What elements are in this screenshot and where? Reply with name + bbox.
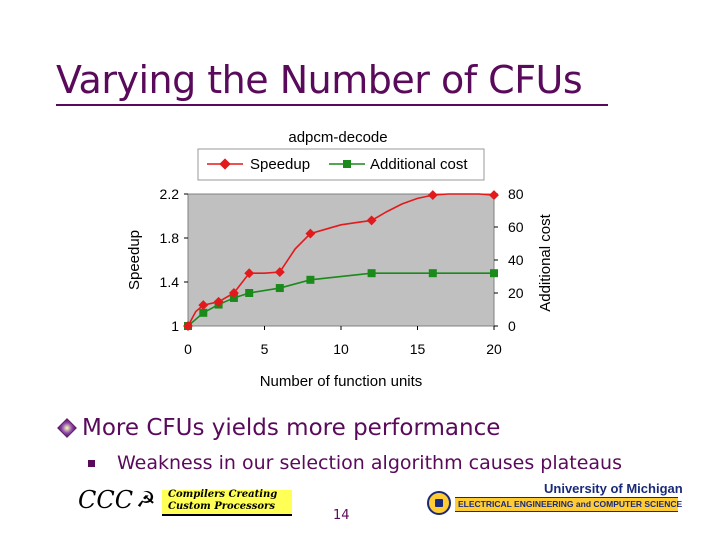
- cost-point: [199, 308, 208, 317]
- y2-tick-label: 40: [508, 252, 524, 268]
- bullet-more-cfus: More CFUs yields more performance: [57, 415, 501, 441]
- y2-tick-label: 20: [508, 285, 524, 301]
- hammer-sickle-icon: ☭: [136, 488, 156, 513]
- legend-label-cost: Additional cost: [370, 156, 468, 173]
- speedup-point: [213, 296, 224, 307]
- cost-point: [367, 269, 376, 278]
- plot-area: [187, 193, 495, 327]
- cccp-banner: [162, 490, 292, 516]
- y2-tick-label: 0: [508, 318, 516, 334]
- diamond-bullet-icon: [57, 418, 77, 438]
- legend-marker-cost: [343, 160, 351, 168]
- x-axis-label: Number of function units: [260, 373, 423, 390]
- speedup-point: [274, 267, 285, 278]
- university-seal-icon: [427, 491, 451, 515]
- y-tick-label: 2.2: [160, 186, 180, 202]
- cccp-logo-line-1: Compilers Creating: [168, 489, 278, 500]
- x-tick-label: 0: [184, 341, 192, 357]
- department-banner: ELECTRICAL ENGINEERING and COMPUTER SCIE…: [455, 497, 682, 512]
- cost-point: [428, 269, 437, 278]
- y2-axis-label: Additional cost: [537, 213, 554, 311]
- y2-tick-label: 80: [508, 186, 524, 202]
- sub-bullet-text: Weakness in our selection algorithm caus…: [117, 452, 622, 474]
- cost-point: [490, 269, 498, 278]
- cost-point: [229, 293, 238, 302]
- chart-legend: Speedup Additional cost: [197, 148, 485, 181]
- y-axis-label: Speedup: [126, 230, 143, 290]
- cost-point: [306, 275, 315, 284]
- x-tick-label: 10: [333, 341, 349, 357]
- slide-title: Varying the Number of CFUs: [56, 58, 583, 102]
- x-tick-label: 5: [261, 341, 269, 357]
- title-underline: [56, 104, 608, 106]
- x-tick-label: 20: [486, 341, 502, 357]
- university-name: University of Michigan: [544, 481, 683, 496]
- bullet-weakness: Weakness in our selection algorithm caus…: [88, 452, 622, 474]
- speedup-line: [187, 193, 495, 327]
- square-bullet-icon: [88, 459, 95, 467]
- cost-point: [245, 289, 254, 297]
- x-tick-label: 15: [410, 341, 426, 357]
- y2-tick-label: 60: [508, 219, 524, 235]
- y-tick-label: 1: [171, 318, 179, 334]
- speedup-point: [198, 300, 209, 311]
- cccp-logo-line-2: Custom Processors: [168, 501, 275, 512]
- bullet-text: More CFUs yields more performance: [82, 415, 501, 441]
- cccp-logo-word: CCC: [78, 486, 134, 514]
- speedup-point: [244, 268, 255, 279]
- page-number: 14: [333, 508, 350, 523]
- speedup-point: [183, 321, 193, 331]
- cost-line: [187, 272, 494, 327]
- y-tick-label: 1.8: [160, 230, 180, 246]
- legend-label-speedup: Speedup: [250, 156, 310, 173]
- y-tick-label: 1.4: [160, 274, 180, 290]
- cccp-logo: CCC ☭ Compilers Creating Custom Processo…: [78, 486, 308, 516]
- speedup-chart: adpcm-decode Speedup Additional cost 1 1.…: [126, 129, 554, 390]
- chart-title: adpcm-decode: [288, 129, 387, 146]
- cost-point: [275, 284, 284, 293]
